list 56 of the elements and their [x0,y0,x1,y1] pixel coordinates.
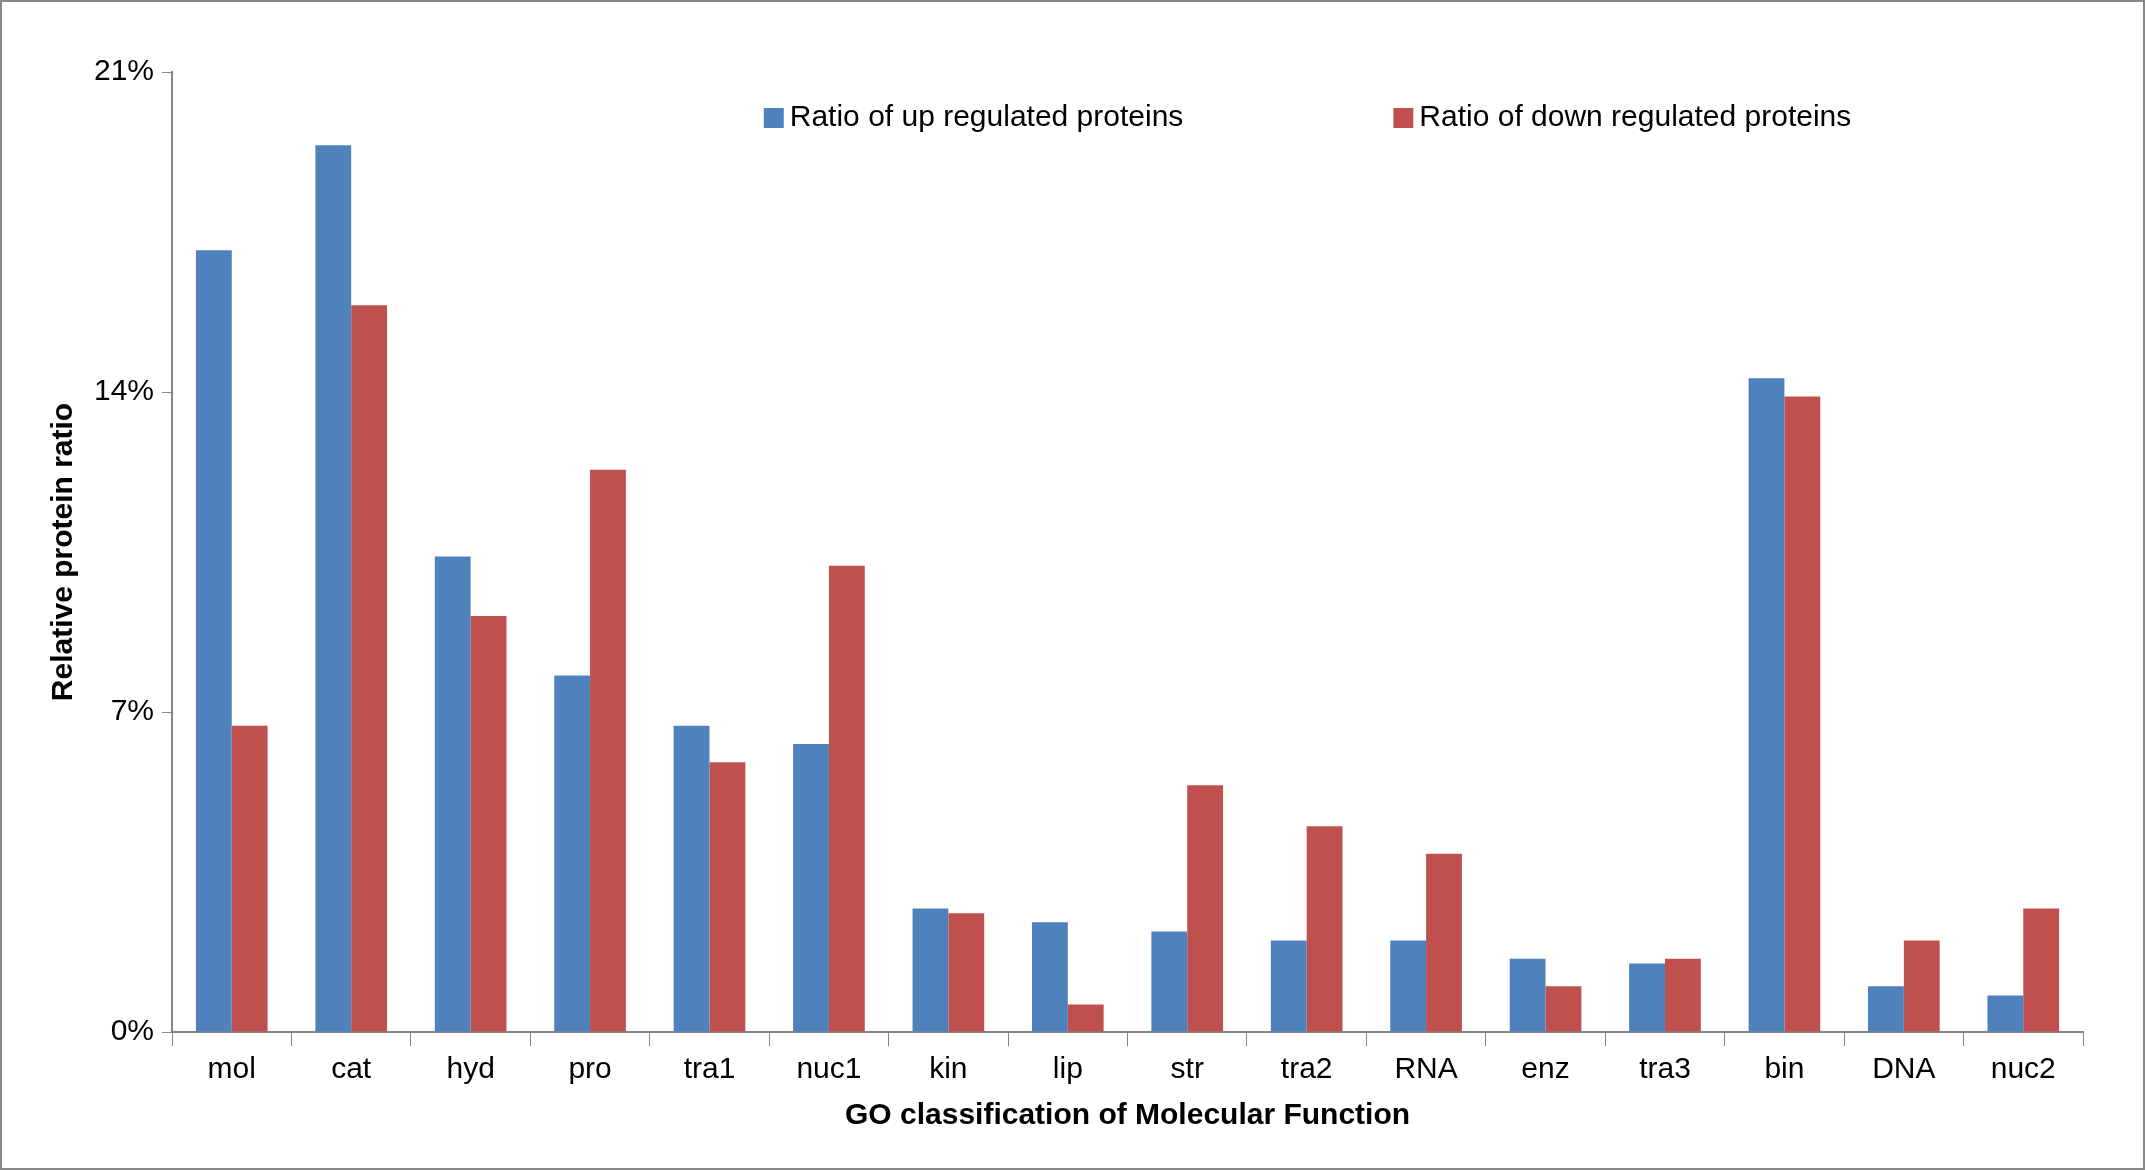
bar [351,305,388,1032]
x-axis-title: GO classification of Molecular Function [844,1097,1411,1131]
bar [1868,986,1904,1032]
bar [1151,931,1188,1032]
bar [315,145,352,1032]
bar [1629,963,1665,1032]
bar [828,565,865,1032]
x-tick-label: tra3 [1639,1051,1691,1085]
x-tick-label: cat [331,1051,372,1085]
bar [231,725,268,1032]
x-tick-label: DNA [1872,1051,1936,1085]
legend-label: Ratio of up regulated proteins [789,99,1184,133]
bar [195,250,232,1032]
x-tick-label: RNA [1394,1051,1458,1085]
bar [2023,908,2060,1032]
legend-label: Ratio of down regulated proteins [1419,99,1852,133]
bar [1187,785,1224,1032]
bar [590,469,626,1032]
bar [1784,396,1821,1032]
bar [673,725,710,1032]
y-tick-label: 14% [94,373,155,407]
bar [434,556,471,1032]
x-tick-label: bin [1764,1051,1805,1085]
y-tick-label: 7% [110,693,155,727]
x-tick-label: mol [207,1051,256,1085]
x-tick-label: enz [1521,1051,1570,1085]
bar [1306,826,1343,1032]
bar [554,675,591,1032]
bar [1545,986,1582,1032]
bar [1987,995,2024,1032]
bar [1664,958,1701,1032]
bar [912,908,949,1032]
bar [1748,378,1785,1032]
bar [948,913,985,1032]
x-tick-label: tra2 [1280,1051,1333,1085]
x-tick-label: nuc1 [796,1051,862,1085]
bar [1067,1004,1104,1032]
bar [709,762,746,1032]
x-tick-label: hyd [446,1051,495,1085]
y-axis-title: Relative protein ratio [45,402,79,702]
x-tick-label: str [1170,1051,1204,1085]
bar [470,616,507,1032]
x-tick-label: tra1 [683,1051,736,1085]
x-tick-label: nuc2 [1990,1051,2056,1085]
bar [1903,940,1940,1032]
x-tick-label: pro [568,1051,612,1085]
bar [1390,940,1427,1032]
x-tick-label: kin [929,1051,968,1085]
bar [1426,853,1462,1032]
bar [793,744,829,1032]
x-tick-label: lip [1052,1051,1083,1085]
bar [1270,940,1307,1032]
y-tick-label: 21% [94,53,155,87]
bar [1031,922,1068,1032]
y-tick-label: 0% [110,1013,155,1047]
bar [1509,958,1546,1032]
